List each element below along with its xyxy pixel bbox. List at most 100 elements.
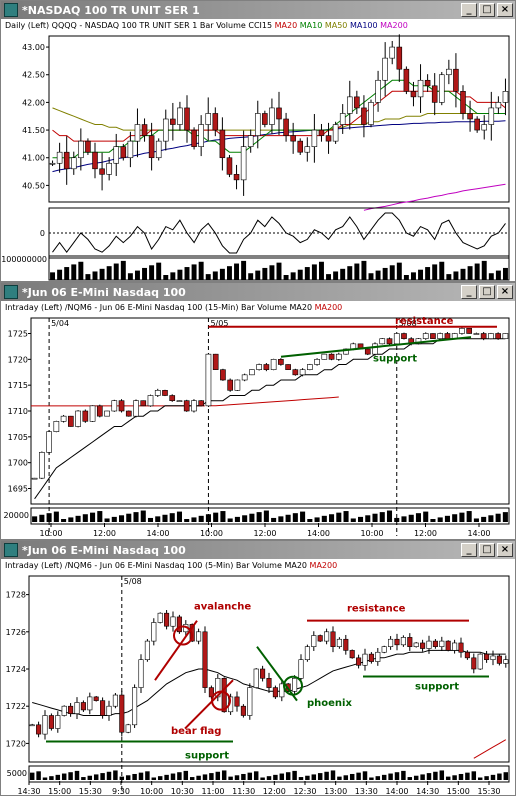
- price-bar: [437, 333, 444, 339]
- volume-bar: [279, 773, 285, 780]
- phoenix-label: phoenix: [307, 698, 352, 709]
- close-button[interactable]: ×: [497, 3, 513, 17]
- price-bar: [70, 157, 77, 170]
- price-bar: [113, 146, 120, 164]
- volume-bar: [36, 771, 41, 780]
- maximize-button[interactable]: □: [479, 285, 495, 299]
- price-bar: [431, 85, 438, 103]
- price-bar: [93, 696, 99, 701]
- legend-item: Bar: [235, 561, 253, 570]
- ma20-line: [34, 338, 506, 500]
- volume-bar: [61, 773, 67, 780]
- price-bar: [446, 68, 452, 76]
- window-title: *Jun 06 E-Mini Nasdaq 100: [22, 285, 186, 299]
- resistance-label: resistance: [347, 603, 406, 614]
- volume-bar: [502, 512, 508, 522]
- price-bar: [400, 637, 406, 646]
- volume-bar: [401, 516, 407, 522]
- close-button[interactable]: ×: [497, 285, 513, 299]
- price-bar: [368, 653, 374, 662]
- price-bar: [474, 118, 480, 131]
- volume-bar: [74, 770, 80, 780]
- price-bar: [430, 333, 436, 339]
- price-bar: [324, 631, 330, 642]
- y-tick-label: 1705: [8, 433, 28, 442]
- intraday-5min-chart[interactable]: 1728 1726 1724 1722 1720 5/08 support avalanche…: [1, 572, 515, 795]
- price-bar: [154, 390, 161, 396]
- volume-bar: [300, 511, 306, 522]
- price-bar: [375, 651, 381, 662]
- volume-bar: [276, 262, 282, 280]
- price-bar: [432, 640, 438, 647]
- chart-legend: Intraday (Left) /NQM6 - Jun 06 E-Mini Na…: [1, 559, 515, 572]
- volume-bar: [381, 774, 387, 780]
- volume-bar: [241, 260, 247, 280]
- price-bar: [191, 129, 197, 147]
- price-bar: [227, 379, 234, 391]
- price-bar: [439, 640, 445, 647]
- support-label: support: [415, 681, 459, 692]
- price-bar: [401, 333, 407, 339]
- x-tick-label: 10:30: [171, 787, 194, 795]
- legend-item: Intraday: [5, 303, 42, 312]
- title-bar[interactable]: *Jun 06 E-Mini Nasdaq 100 _ □ ×: [1, 541, 515, 559]
- price-bar: [67, 415, 74, 427]
- price-bar: [375, 79, 381, 103]
- legend-item: QQQQ - NASDAQ 100 TR UNIT SER 1: [51, 21, 200, 30]
- volume-bar: [93, 774, 99, 780]
- volume-bar: [242, 515, 248, 522]
- y-tick-label: 1726: [6, 628, 26, 637]
- price-bar: [68, 705, 74, 714]
- volume-bar: [85, 274, 91, 280]
- volume-bar: [248, 273, 254, 280]
- price-bar: [343, 638, 349, 651]
- title-bar[interactable]: *Jun 06 E-Mini Nasdaq 100 _ □ ×: [1, 283, 515, 301]
- cci-line: [52, 212, 506, 254]
- minimize-button[interactable]: _: [461, 3, 477, 17]
- price-bar: [481, 124, 488, 131]
- volume-bar: [221, 770, 227, 780]
- volume-bar: [82, 514, 88, 522]
- app-icon: [4, 543, 18, 557]
- price-bar: [198, 400, 205, 407]
- volume-bar: [127, 273, 133, 280]
- legend-item: Volume: [257, 303, 290, 312]
- price-bar: [162, 390, 168, 396]
- price-bar: [198, 124, 204, 147]
- y-tick-label: 43.00: [22, 43, 45, 52]
- close-button[interactable]: ×: [497, 543, 513, 557]
- volume-bar: [369, 777, 374, 780]
- volume-bar: [212, 271, 218, 280]
- volume-bar: [343, 775, 349, 780]
- volume-bar: [372, 513, 378, 522]
- maximize-button[interactable]: □: [479, 3, 495, 17]
- price-bar: [318, 129, 325, 136]
- volume-bar: [75, 515, 81, 522]
- price-bar: [61, 705, 67, 716]
- price-bar: [247, 687, 253, 716]
- daily-chart[interactable]: 43.00 42.50 42.00 41.50 41.00 40.50 0 100000000: [1, 32, 515, 281]
- price-bar: [407, 637, 413, 647]
- price-bar: [283, 118, 289, 136]
- price-bar: [106, 705, 112, 716]
- volume-bar: [394, 772, 400, 780]
- volume-bar: [273, 774, 278, 780]
- minimize-button[interactable]: _: [461, 285, 477, 299]
- intraday-15min-chart[interactable]: 1725 1720 1715 1710 1705 1700 1695 5/04 5/05 5/08…: [1, 314, 515, 539]
- session-label: 5/05: [210, 319, 228, 328]
- volume-bar: [39, 514, 45, 522]
- volume-bar: [439, 770, 445, 780]
- minimize-button[interactable]: _: [461, 543, 477, 557]
- volume-bar: [183, 770, 189, 780]
- volume-bar: [113, 263, 119, 280]
- volume-bar: [471, 771, 477, 780]
- maximize-button[interactable]: □: [479, 543, 495, 557]
- volume-bar: [164, 774, 169, 780]
- volume-bar: [292, 770, 297, 780]
- volume-bar: [453, 271, 459, 280]
- title-bar[interactable]: *NASDAQ 100 TR UNIT SER 1 _ □ ×: [1, 1, 515, 19]
- price-bar: [144, 640, 150, 660]
- price-bar: [304, 146, 311, 153]
- volume-panel: [28, 765, 510, 783]
- x-tick-label: 15:00: [447, 787, 470, 795]
